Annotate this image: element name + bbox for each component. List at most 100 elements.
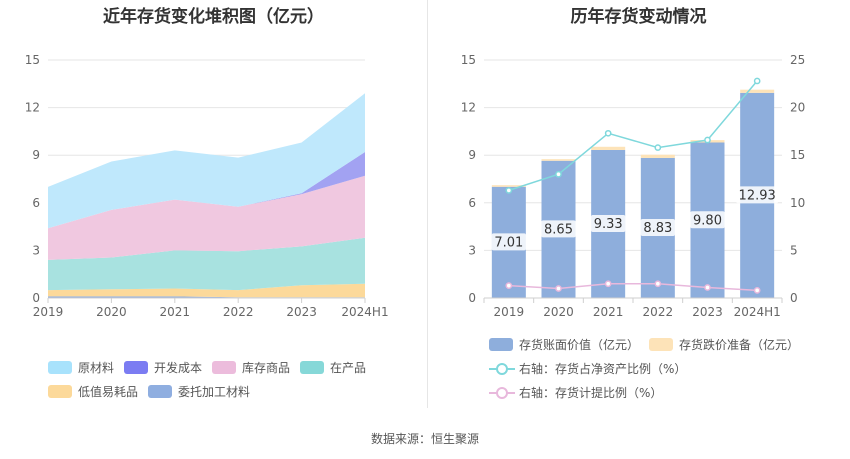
data-label-bg <box>690 211 725 229</box>
x-tick-label: 2021 <box>593 305 624 319</box>
panel-divider <box>427 0 428 408</box>
y-tick-label: 0 <box>32 291 40 305</box>
y-tick-label: 15 <box>25 53 40 67</box>
legend-item-raw-material[interactable]: 原材料 <box>48 359 114 376</box>
line-point <box>704 284 711 291</box>
bar-impairment <box>640 154 675 158</box>
y-tick-label: 12 <box>25 101 40 115</box>
inventory-bar-chart: 0 0 3 5 6 10 9 15 12 20 15 25 2019 2020 2021 2022 2023 20… <box>461 53 806 319</box>
line-point <box>604 280 612 288</box>
x-tick-label: 2019 <box>494 305 525 319</box>
legend-item-consigned[interactable]: 委托加工材料 <box>148 383 250 400</box>
line-point <box>704 136 711 144</box>
y-tick-label: 15 <box>461 53 476 67</box>
bar-data-label: 8.65 <box>544 222 573 237</box>
x-tick-label: 2024H1 <box>341 305 388 319</box>
legend-label: 存货跌价准备（亿元） <box>679 338 800 352</box>
line-series <box>508 282 758 292</box>
legend-label: 右轴：存货计提比例（%） <box>519 386 663 400</box>
legend-label: 开发成本 <box>154 361 203 375</box>
data-label-bg <box>541 220 576 238</box>
x-tick-label: 2020 <box>96 305 127 319</box>
line-marker-icon <box>489 362 515 375</box>
legend-item-finished-goods[interactable]: 库存商品 <box>212 359 290 376</box>
y-tick-label: 12 <box>461 101 476 115</box>
legend-swatch <box>489 338 513 351</box>
bar-impairment <box>491 185 526 187</box>
bar-data-label: 8.83 <box>643 221 672 236</box>
line-point <box>505 282 513 289</box>
y2-tick-label: 15 <box>790 148 805 162</box>
line-point <box>654 280 662 288</box>
line-point <box>505 187 513 194</box>
x-tick-label: 2022 <box>223 305 254 319</box>
x-tick-label: 2021 <box>160 305 191 319</box>
line-point <box>753 77 761 85</box>
y2-tick-label: 20 <box>790 101 805 115</box>
y-tick-label: 6 <box>32 196 40 210</box>
data-label-bg <box>736 186 779 204</box>
bar-impairment <box>591 146 626 150</box>
stacked-area-chart: 0 3 6 9 12 15 2019 2020 2021 2022 2023 2024H1 <box>25 53 389 319</box>
legend-label: 在产品 <box>330 361 367 375</box>
y-tick-label: 6 <box>468 196 476 210</box>
bar-impairment <box>740 89 775 93</box>
line-series <box>508 80 758 192</box>
legend-swatch <box>300 361 324 374</box>
legend-item-low-value[interactable]: 低值易耗品 <box>48 383 138 400</box>
legend-swatch <box>48 385 72 398</box>
bar-impairment <box>541 159 576 161</box>
data-source-note: 数据来源：恒生聚源 <box>370 432 479 446</box>
x-tick-label: 2019 <box>33 305 64 319</box>
data-label-bg <box>640 218 676 236</box>
legend-label: 右轴：存货占净资产比例（%） <box>519 362 687 376</box>
bar-data-label: 9.33 <box>594 217 623 232</box>
y-tick-label: 3 <box>32 243 40 257</box>
data-label-bg <box>590 214 626 232</box>
y-tick-label: 9 <box>468 148 476 162</box>
legend-swatch <box>212 361 236 374</box>
line-point <box>654 144 662 151</box>
y-tick-label: 0 <box>468 291 476 305</box>
legend-swatch <box>48 361 72 374</box>
legend-swatch <box>649 338 673 351</box>
y2-tick-label: 5 <box>790 243 798 257</box>
area-series <box>48 283 365 298</box>
data-label-bg <box>491 233 527 251</box>
legend-swatch <box>124 361 148 374</box>
legend-label: 存货账面价值（亿元） <box>519 338 640 352</box>
x-tick-label: 2020 <box>543 305 574 319</box>
legend-item-wip[interactable]: 在产品 <box>300 359 366 376</box>
line-point <box>753 287 761 294</box>
line-point <box>555 170 562 178</box>
legend-item-dev-cost[interactable]: 开发成本 <box>124 359 202 376</box>
y-tick-label: 9 <box>32 148 40 162</box>
area-series <box>48 93 365 229</box>
legend-label: 低值易耗品 <box>78 385 139 399</box>
x-tick-label: 2022 <box>643 305 674 319</box>
right-chart-title: 历年存货变动情况 <box>570 7 707 27</box>
line-point <box>555 285 562 292</box>
x-tick-label: 2023 <box>692 305 723 319</box>
x-tick-label: 2024H1 <box>734 305 781 319</box>
legend-label: 委托加工材料 <box>178 385 251 399</box>
bar-data-label: 7.01 <box>494 235 523 250</box>
y2-tick-label: 10 <box>790 196 805 210</box>
legend-item-ratio-net-assets[interactable]: 右轴：存货占净资产比例（%） <box>489 360 686 377</box>
legend-item-book-value[interactable]: 存货账面价值（亿元） <box>489 336 639 353</box>
area-series <box>48 175 365 260</box>
bar-data-label: 9.80 <box>693 213 722 228</box>
legend-item-provision-ratio[interactable]: 右轴：存货计提比例（%） <box>489 384 662 401</box>
bar-data-label: 12.93 <box>739 188 776 203</box>
line-point <box>604 129 612 137</box>
x-tick-label: 2023 <box>286 305 317 319</box>
y-tick-label: 3 <box>468 243 476 257</box>
line-marker-icon <box>489 386 515 399</box>
legend-label: 库存商品 <box>242 361 291 375</box>
area-series <box>48 237 365 291</box>
legend-swatch <box>148 385 172 398</box>
y2-tick-label: 25 <box>790 53 805 67</box>
legend-item-impairment[interactable]: 存货跌价准备（亿元） <box>649 336 799 353</box>
y2-tick-label: 0 <box>790 291 798 305</box>
